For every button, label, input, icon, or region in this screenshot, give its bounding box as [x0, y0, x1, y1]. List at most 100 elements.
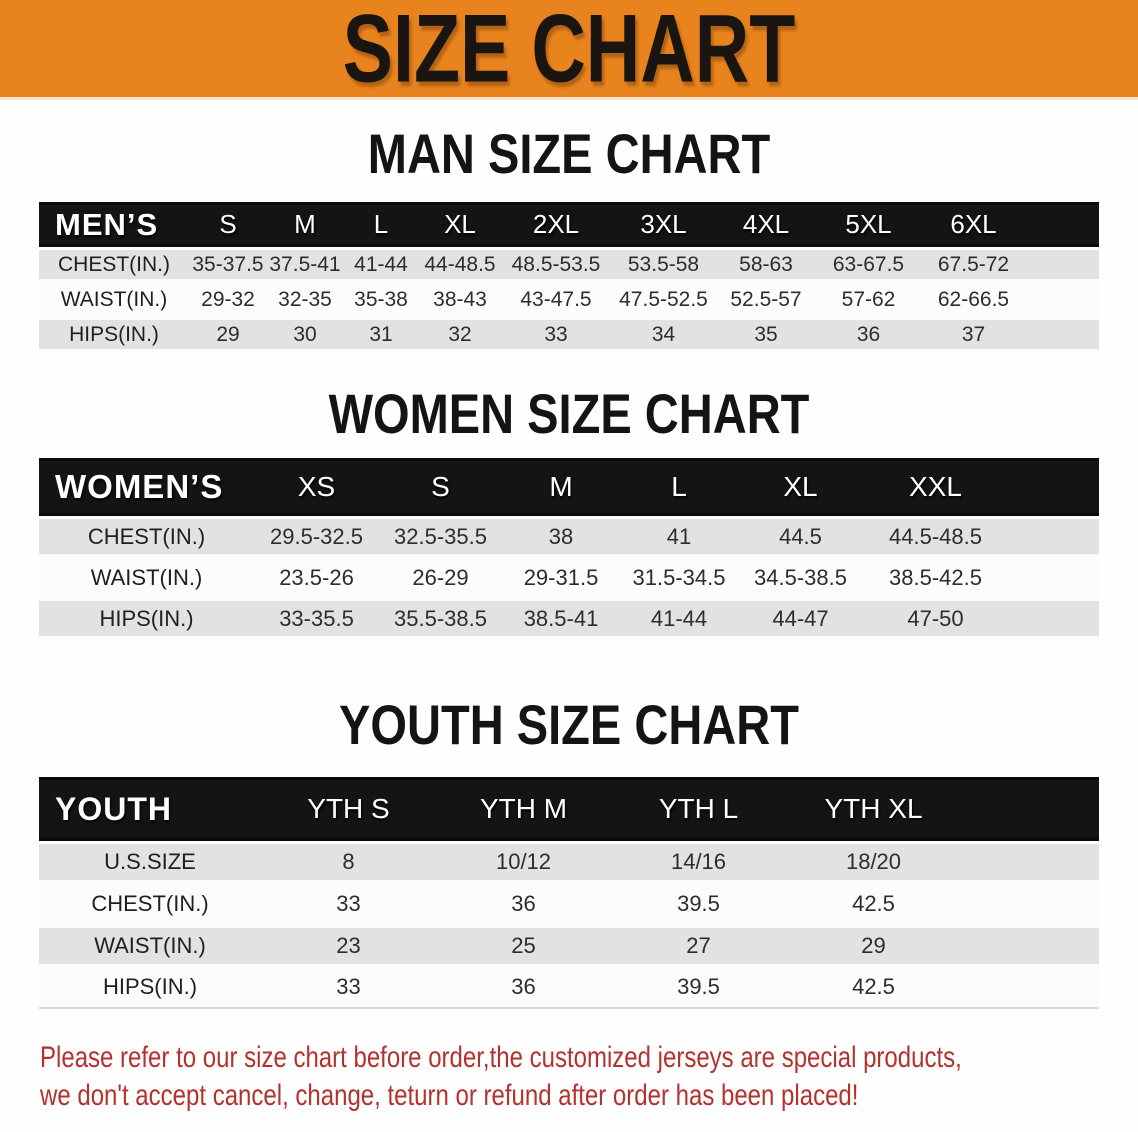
size-cell: 34	[611, 317, 716, 352]
size-cell: 14/16	[611, 841, 786, 883]
size-cell: 33	[261, 967, 436, 1009]
size-cell: 44-48.5	[419, 247, 501, 282]
spacer-cell	[1008, 516, 1099, 557]
womens-col-header: XS	[254, 458, 379, 516]
size-cell: 32-35	[267, 282, 343, 317]
row-label: HIPS(IN.)	[39, 317, 189, 352]
mens-col-header: 5XL	[816, 202, 921, 247]
spacer-cell	[1026, 282, 1099, 317]
size-cell: 25	[436, 925, 611, 967]
table-row: WAIST(IN.) 29-32 32-35 35-38 38-43 43-47…	[39, 282, 1099, 317]
notice-line-2: we don't accept cancel, change, teturn o…	[40, 1079, 859, 1112]
mens-header-row: MEN’S S M L XL 2XL 3XL 4XL 5XL 6XL	[39, 202, 1099, 247]
youth-section: YOUTH SIZE CHART YOUTH YTH S YTH M YTH L…	[0, 697, 1138, 1009]
size-cell: 53.5-58	[611, 247, 716, 282]
size-cell: 38.5-42.5	[863, 557, 1008, 598]
row-label: U.S.SIZE	[39, 841, 261, 883]
size-cell: 10/12	[436, 841, 611, 883]
mens-col-header: 6XL	[921, 202, 1026, 247]
youth-size-table: YOUTH YTH S YTH M YTH L YTH XL U.S.SIZE …	[39, 777, 1099, 1009]
row-label: CHEST(IN.)	[39, 247, 189, 282]
size-cell: 35	[716, 317, 816, 352]
size-cell: 39.5	[611, 967, 786, 1009]
size-cell: 38-43	[419, 282, 501, 317]
mens-col-header: 4XL	[716, 202, 816, 247]
youth-col-header: YTH XL	[786, 777, 961, 841]
size-cell: 31.5-34.5	[620, 557, 738, 598]
womens-col-header: XXL	[863, 458, 1008, 516]
size-cell: 35-37.5	[189, 247, 267, 282]
spacer-cell	[1008, 598, 1099, 639]
size-cell: 30	[267, 317, 343, 352]
notice-line-1: Please refer to our size chart before or…	[40, 1041, 962, 1074]
mens-group-label: MEN’S	[39, 202, 189, 247]
size-chart-banner: SIZE CHART	[0, 0, 1138, 100]
size-cell: 37	[921, 317, 1026, 352]
size-cell: 33	[261, 883, 436, 925]
size-cell: 27	[611, 925, 786, 967]
womens-col-header: M	[502, 458, 620, 516]
youth-col-header: YTH S	[261, 777, 436, 841]
spacer-cell	[1026, 247, 1099, 282]
mens-section: MAN SIZE CHART MEN’S S M L XL 2XL 3XL 4X…	[0, 126, 1138, 352]
header-spacer	[961, 777, 1099, 841]
size-cell: 38.5-41	[502, 598, 620, 639]
mens-col-header: 2XL	[501, 202, 611, 247]
size-cell: 32	[419, 317, 501, 352]
size-cell: 36	[436, 883, 611, 925]
womens-heading: WOMEN SIZE CHART	[328, 382, 810, 445]
size-cell: 44.5	[738, 516, 863, 557]
size-cell: 41-44	[620, 598, 738, 639]
spacer-cell	[961, 967, 1099, 1009]
size-cell: 31	[343, 317, 419, 352]
size-chart-notice: Please refer to our size chart before or…	[40, 1039, 1138, 1115]
womens-header-row: WOMEN’S XS S M L XL XXL	[39, 458, 1099, 516]
spacer-cell	[961, 841, 1099, 883]
size-cell: 29.5-32.5	[254, 516, 379, 557]
size-cell: 67.5-72	[921, 247, 1026, 282]
size-cell: 41	[620, 516, 738, 557]
size-cell: 47.5-52.5	[611, 282, 716, 317]
size-cell: 57-62	[816, 282, 921, 317]
row-label: WAIST(IN.)	[39, 557, 254, 598]
size-cell: 29	[189, 317, 267, 352]
womens-col-header: L	[620, 458, 738, 516]
mens-heading: MAN SIZE CHART	[367, 122, 771, 185]
table-row: CHEST(IN.) 33 36 39.5 42.5	[39, 883, 1099, 925]
spacer-cell	[961, 883, 1099, 925]
size-cell: 29-31.5	[502, 557, 620, 598]
size-cell: 26-29	[379, 557, 502, 598]
header-spacer	[1008, 458, 1099, 516]
size-cell: 63-67.5	[816, 247, 921, 282]
size-cell: 44-47	[738, 598, 863, 639]
row-label: HIPS(IN.)	[39, 598, 254, 639]
size-cell: 34.5-38.5	[738, 557, 863, 598]
size-cell: 43-47.5	[501, 282, 611, 317]
size-cell: 42.5	[786, 883, 961, 925]
mens-col-header: L	[343, 202, 419, 247]
header-spacer	[1026, 202, 1099, 247]
size-cell: 29	[786, 925, 961, 967]
row-label: HIPS(IN.)	[39, 967, 261, 1009]
womens-section: WOMEN SIZE CHART WOMEN’S XS S M L XL XXL…	[0, 386, 1138, 639]
size-cell: 38	[502, 516, 620, 557]
size-chart-title: SIZE CHART	[342, 0, 796, 103]
size-cell: 37.5-41	[267, 247, 343, 282]
size-cell: 58-63	[716, 247, 816, 282]
mens-col-header: S	[189, 202, 267, 247]
size-cell: 47-50	[863, 598, 1008, 639]
mens-col-header: M	[267, 202, 343, 247]
table-row: HIPS(IN.) 33 36 39.5 42.5	[39, 967, 1099, 1009]
spacer-cell	[961, 925, 1099, 967]
table-row: CHEST(IN.) 35-37.5 37.5-41 41-44 44-48.5…	[39, 247, 1099, 282]
youth-col-header: YTH M	[436, 777, 611, 841]
size-cell: 52.5-57	[716, 282, 816, 317]
size-cell: 36	[816, 317, 921, 352]
size-cell: 33-35.5	[254, 598, 379, 639]
row-label: CHEST(IN.)	[39, 883, 261, 925]
size-cell: 42.5	[786, 967, 961, 1009]
youth-group-label: YOUTH	[39, 777, 261, 841]
size-cell: 62-66.5	[921, 282, 1026, 317]
womens-group-label: WOMEN’S	[39, 458, 254, 516]
youth-col-header: YTH L	[611, 777, 786, 841]
